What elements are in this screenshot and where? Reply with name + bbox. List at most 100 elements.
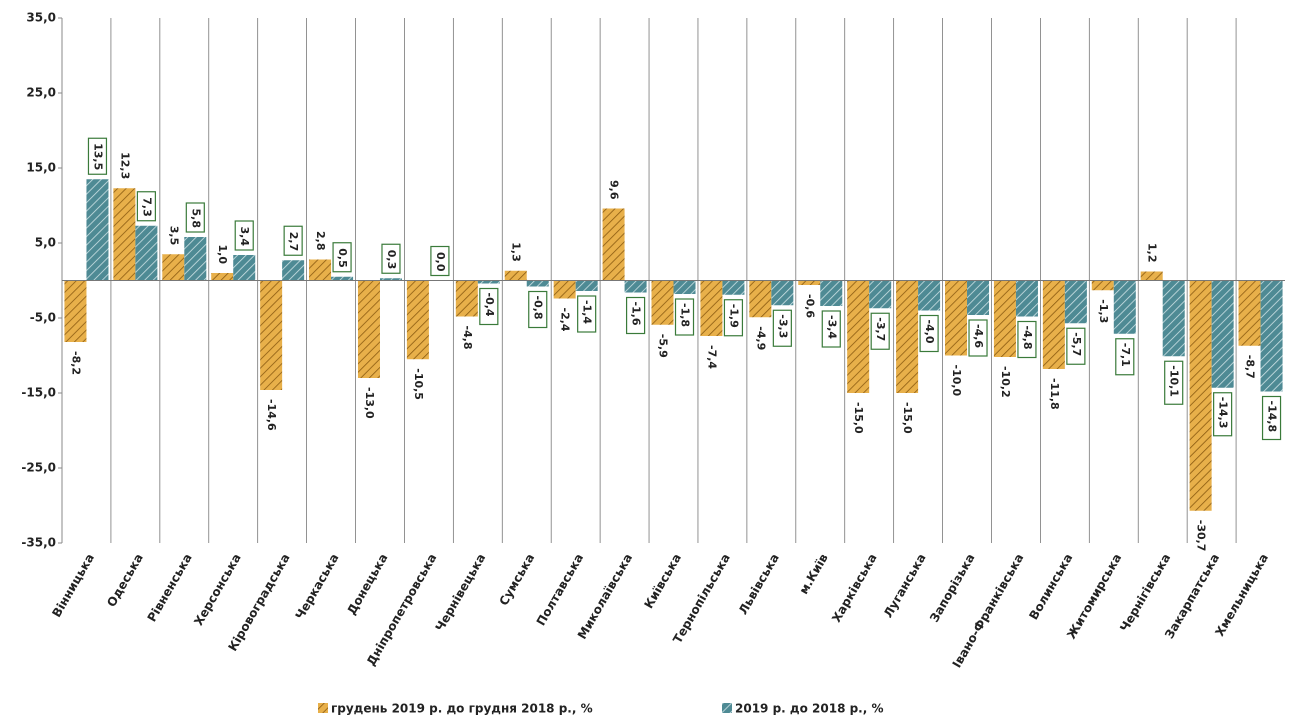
y-tick-label: 35,0 <box>26 11 56 25</box>
bar <box>869 280 892 309</box>
bar <box>113 188 136 281</box>
value-label-group: -7,1 <box>1115 338 1135 376</box>
bar <box>798 280 821 285</box>
label-box <box>625 296 646 335</box>
value-label-group: -10,1 <box>1164 360 1184 405</box>
bar <box>1211 280 1234 388</box>
y-tick-label: 5,0 <box>35 236 56 250</box>
label-box <box>919 314 939 353</box>
value-label: -8,7 <box>1244 355 1257 379</box>
bar <box>260 280 283 390</box>
value-label-group: -14,3 <box>1213 392 1233 437</box>
bar <box>575 280 598 291</box>
label-box <box>528 290 548 329</box>
bar <box>1091 280 1114 291</box>
value-label: -1,6 <box>630 302 643 326</box>
value-label-group: -1,6 <box>625 296 646 335</box>
bar <box>162 254 185 281</box>
x-tick-label: Волинська <box>1026 551 1075 622</box>
legend-swatch <box>722 703 732 713</box>
value-label-group: -4,9 <box>754 326 767 350</box>
value-label: -4,8 <box>461 326 474 350</box>
value-label-group: -4,8 <box>461 326 474 350</box>
bar <box>526 280 549 287</box>
label-box <box>479 287 499 326</box>
y-tick-label: 25,0 <box>26 86 56 100</box>
value-label-group: -1,8 <box>674 298 695 336</box>
legend-label: 2019 р. до 2018 р., % <box>735 702 884 716</box>
bar <box>406 280 429 360</box>
x-tick-label: Чернівецька <box>433 551 489 634</box>
legend-swatch <box>318 703 328 713</box>
value-label: -0,4 <box>483 293 496 317</box>
value-label: -13,0 <box>363 387 376 419</box>
label-box <box>1066 327 1086 365</box>
value-label: 5,8 <box>189 209 202 229</box>
bar <box>1113 280 1136 334</box>
value-label-group: -30,7 <box>1195 520 1208 552</box>
bar <box>1189 280 1212 511</box>
value-label: -10,2 <box>999 366 1012 398</box>
bar <box>820 280 843 306</box>
x-tick-label: Одеська <box>104 551 146 609</box>
bar <box>967 280 990 315</box>
value-label-group: -4,0 <box>919 314 939 353</box>
value-label-group: -3,4 <box>821 310 841 348</box>
x-tick-label: Рівненська <box>145 551 195 624</box>
x-tick-label: Київська <box>641 551 684 611</box>
label-box <box>1017 320 1037 359</box>
bar <box>184 237 207 281</box>
value-label-group: -5,9 <box>656 334 669 358</box>
bar <box>847 280 870 393</box>
value-label-group: -7,4 <box>705 345 718 369</box>
x-tick-label: Запорізька <box>927 551 977 624</box>
value-label-group: -0,6 <box>803 294 816 318</box>
value-label: -1,9 <box>727 304 740 328</box>
value-label: 12,3 <box>118 152 131 179</box>
value-label-group: 3,4 <box>234 220 254 251</box>
value-label-group: -10,2 <box>999 366 1012 398</box>
value-label: 3,4 <box>238 227 251 247</box>
label-box <box>283 225 303 256</box>
value-label: -1,8 <box>679 303 692 327</box>
value-label: -3,3 <box>776 314 789 338</box>
label-box <box>1115 338 1135 376</box>
bar <box>379 278 402 281</box>
value-label: -7,4 <box>705 345 718 369</box>
x-tick-label: Харківська <box>829 551 879 624</box>
value-label: 1,3 <box>510 242 523 262</box>
value-label: -30,7 <box>1195 520 1208 552</box>
bar <box>331 276 354 281</box>
x-tick-label: Херсонська <box>191 551 243 628</box>
bar <box>771 280 794 306</box>
label-box <box>577 295 597 333</box>
value-label: 7,3 <box>140 197 153 217</box>
bar <box>700 280 723 336</box>
x-tick-label: Сумська <box>496 551 537 608</box>
value-label: -10,5 <box>412 368 425 400</box>
bar <box>504 270 527 281</box>
bar <box>357 280 380 378</box>
value-label: -4,0 <box>923 320 936 344</box>
bar <box>722 280 745 295</box>
value-label-group: -15,0 <box>901 402 914 434</box>
bar <box>1064 280 1087 324</box>
value-label: -14,8 <box>1266 401 1279 433</box>
x-tick-label: Миколаївська <box>575 551 635 641</box>
value-label: 1,0 <box>216 245 229 265</box>
label-box <box>234 220 254 251</box>
value-label: -10,0 <box>950 365 963 397</box>
value-label: 0,3 <box>385 250 398 270</box>
value-label-group: 1,3 <box>510 242 523 262</box>
value-label-group: 7,3 <box>136 191 156 222</box>
bar <box>309 259 332 281</box>
value-label-group: -8,7 <box>1244 355 1257 379</box>
value-label-group: 1,2 <box>1146 243 1159 263</box>
x-tick-label: Черкаська <box>293 551 342 622</box>
x-tick-label: Вінницька <box>49 551 97 619</box>
value-label: 0,0 <box>434 252 447 272</box>
value-label: -4,9 <box>754 326 767 350</box>
bar <box>1140 271 1163 281</box>
label-box <box>772 309 792 347</box>
bar <box>211 273 234 281</box>
